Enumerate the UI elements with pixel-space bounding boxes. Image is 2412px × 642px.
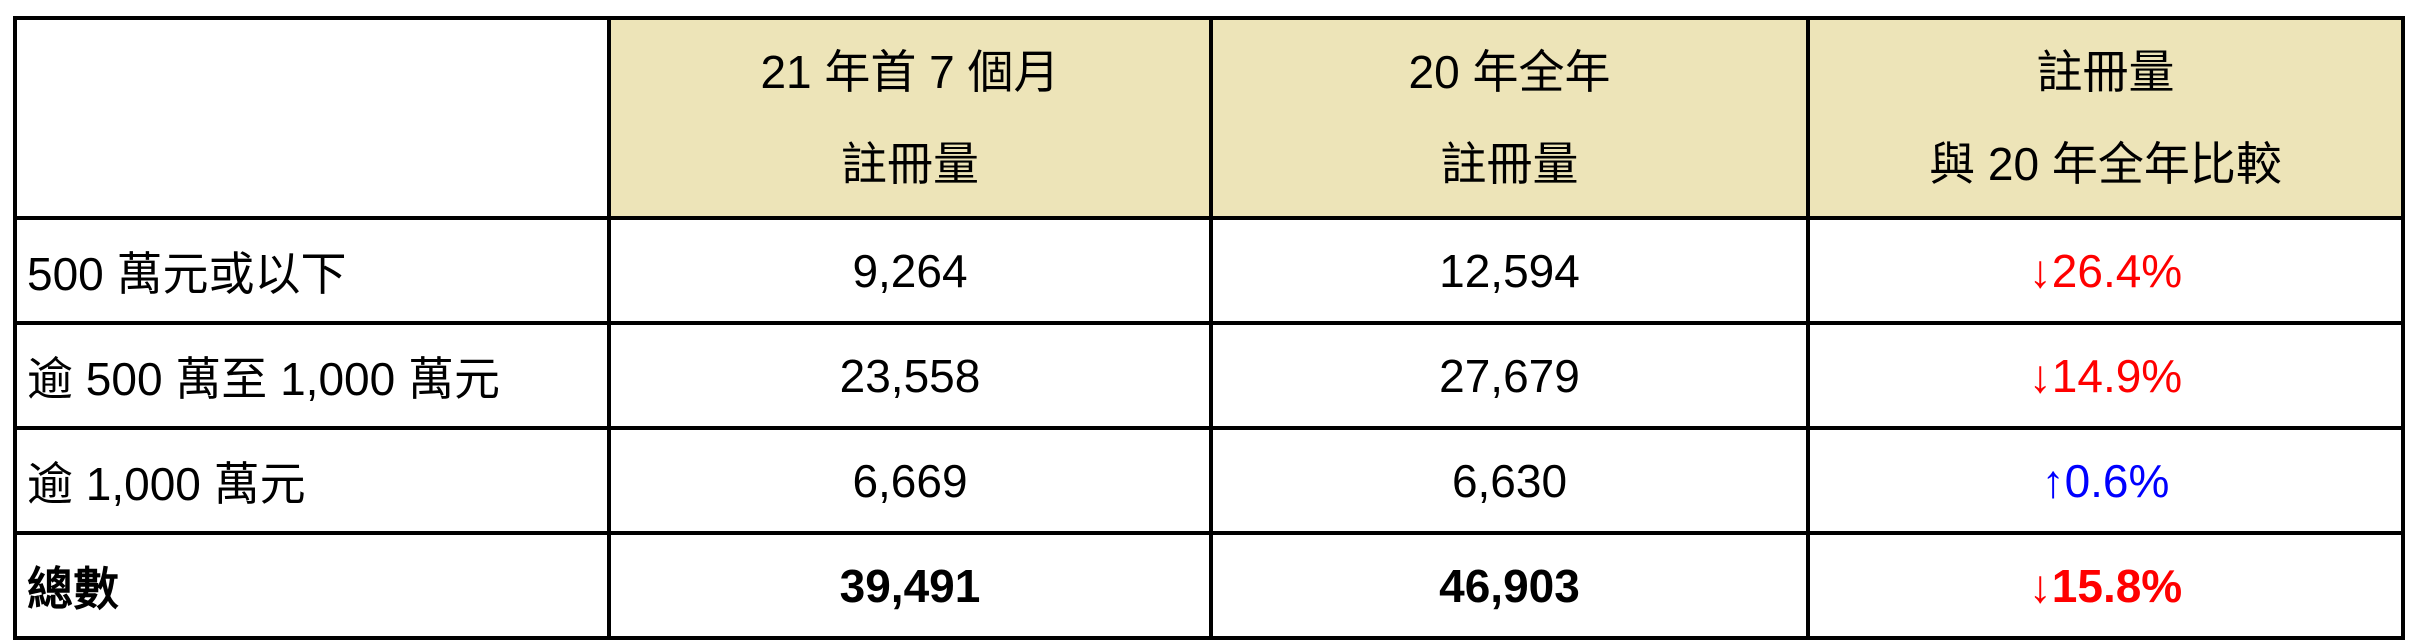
header-2021-first-7-months: 21 年首 7 個月 註冊量 [607, 16, 1213, 220]
row-label: 逾 1,000 萬元 [13, 426, 611, 535]
row-label: 逾 500 萬至 1,000 萬元 [13, 321, 611, 430]
change-value: ↓14.9% [1806, 321, 2405, 430]
row-label: 500 萬元或以下 [13, 216, 611, 325]
change-value: ↓15.8% [1806, 531, 2405, 640]
table-row: 逾 1,000 萬元 6,669 6,630 ↑0.6% [13, 426, 2405, 535]
value-2021: 39,491 [607, 531, 1213, 640]
value-2020: 46,903 [1209, 531, 1810, 640]
header-line: 註冊量 [841, 138, 979, 190]
value-2021: 23,558 [607, 321, 1213, 430]
header-line: 21 年首 7 個月 [760, 46, 1060, 98]
change-value: ↑0.6% [1806, 426, 2405, 535]
header-line: 與 20 年全年比較 [1929, 138, 2282, 190]
row-label: 總數 [13, 531, 611, 640]
header-blank [13, 16, 611, 220]
table-row: 逾 500 萬至 1,000 萬元 23,558 27,679 ↓14.9% [13, 321, 2405, 430]
header-line: 註冊量 [1440, 138, 1579, 190]
value-2020: 12,594 [1209, 216, 1810, 325]
header-comparison: 註冊量與 20 年全年比較 [1806, 16, 2405, 220]
value-2021: 6,669 [607, 426, 1213, 535]
header-row: 21 年首 7 個月 註冊量 20 年全年 註冊量 註冊量與 20 年全年比較 [13, 16, 2405, 220]
value-2020: 27,679 [1209, 321, 1810, 430]
header-2020-full-year: 20 年全年 註冊量 [1209, 16, 1810, 220]
header-line: 註冊量 [2036, 46, 2175, 98]
value-2021: 9,264 [607, 216, 1213, 325]
header-line: 20 年全年 [1408, 46, 1611, 98]
change-value: ↓26.4% [1806, 216, 2405, 325]
value-2020: 6,630 [1209, 426, 1810, 535]
total-row: 總數 39,491 46,903 ↓15.8% [13, 531, 2405, 640]
table-row: 500 萬元或以下 9,264 12,594 ↓26.4% [13, 216, 2405, 325]
registration-table: 21 年首 7 個月 註冊量 20 年全年 註冊量 註冊量與 20 年全年比較 50… [13, 16, 2405, 640]
